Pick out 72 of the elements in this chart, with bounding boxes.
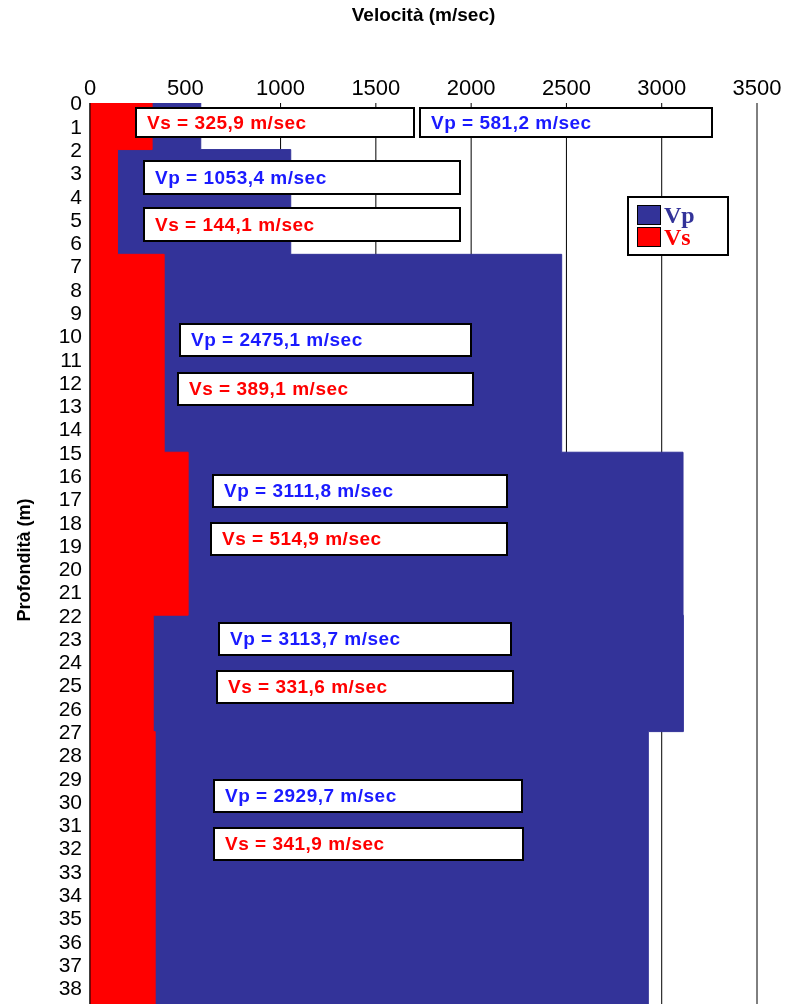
y-tick-label: 5: [70, 207, 82, 231]
y-tick-label: 30: [58, 789, 82, 813]
annotation: Vp = 1053,4 m/sec: [155, 166, 327, 189]
text-box: Vp = 3111,8 m/sec: [212, 474, 508, 508]
text-box: Vp = 2475,1 m/sec: [179, 323, 472, 357]
text-box: Vs = 389,1 m/sec: [177, 372, 474, 406]
annotation: Vs = 514,9 m/sec: [222, 528, 382, 550]
x-tick-label: 3000: [637, 75, 687, 100]
x-tick-label: 3500: [732, 75, 782, 100]
annotation: Vs = 341,9 m/sec: [225, 833, 385, 855]
y-tick-label: 1: [70, 114, 82, 138]
y-tick-label: 4: [70, 184, 83, 208]
y-tick-label: 34: [58, 883, 83, 907]
text-box: Vs = 144,1 m/sec: [143, 207, 461, 242]
y-tick-label: 36: [58, 929, 82, 953]
y-tick-label: 2: [70, 138, 82, 162]
x-axis-title: Velocità (m/sec): [351, 4, 496, 25]
y-tick-label: 11: [60, 347, 82, 371]
y-tick-label: 20: [58, 557, 82, 581]
x-tick-label: 500: [166, 75, 204, 100]
x-tick-label: 2500: [541, 75, 591, 100]
y-tick-label: 7: [70, 254, 82, 278]
annotation: Vp = 3111,8 m/sec: [224, 480, 394, 502]
y-tick-label: 17: [58, 487, 82, 511]
annotation: Vs = 389,1 m/sec: [189, 378, 349, 400]
y-tick-label: 8: [70, 277, 82, 301]
y-tick-label: 31: [58, 813, 82, 837]
text-box: Vs = 514,9 m/sec: [210, 522, 508, 556]
y-tick-label: 0: [70, 91, 82, 115]
x-tick-label: 1500: [351, 75, 401, 100]
text-box: Vs = 325,9 m/sec: [135, 107, 415, 138]
y-tick-label: 23: [58, 626, 82, 650]
y-tick-label: 28: [58, 743, 82, 767]
y-tick-label: 15: [58, 440, 82, 464]
text-box: Vp = 1053,4 m/sec: [143, 160, 461, 195]
y-tick-label: 13: [58, 394, 82, 418]
text-box: Vs = 341,9 m/sec: [213, 827, 524, 861]
annotation: Vp = 2929,7 m/sec: [225, 785, 397, 807]
x-tick-label: 2000: [446, 75, 496, 100]
annotation: Vp = 3113,7 m/sec: [230, 628, 401, 650]
y-tick-label: 26: [58, 696, 82, 720]
y-tick-label: 29: [58, 766, 82, 790]
annotation: Vp = 581,2 m/sec: [431, 111, 592, 134]
y-tick-label: 9: [70, 300, 82, 324]
y-tick-label: 10: [58, 324, 82, 348]
annotation: Vs = 331,6 m/sec: [228, 676, 388, 698]
y-tick-label: 22: [58, 603, 82, 627]
y-tick-label: 16: [58, 463, 82, 487]
annotation: Vp = 2475,1 m/sec: [191, 329, 363, 351]
x-tick-label: 1000: [256, 75, 306, 100]
y-tick-label: 24: [58, 650, 83, 674]
y-tick-label: 3: [70, 161, 82, 185]
y-tick-label: 38: [58, 976, 82, 1000]
annotation: Vs = 325,9 m/sec: [147, 111, 307, 134]
y-tick-label: 12: [58, 370, 82, 394]
y-tick-label: 33: [58, 859, 82, 883]
y-axis-title: Profondità (m): [13, 498, 34, 622]
y-tick-label: 27: [58, 720, 82, 744]
text-box: Vp = 581,2 m/sec: [419, 107, 713, 138]
y-tick-label: 6: [70, 231, 82, 255]
y-tick-label: 32: [58, 836, 82, 860]
y-tick-label: 14: [58, 417, 83, 441]
text-box: Vp = 3113,7 m/sec: [218, 622, 512, 656]
text-box: Vs = 331,6 m/sec: [216, 670, 514, 704]
y-tick-label: 18: [58, 510, 82, 534]
y-tick-label: 35: [58, 906, 82, 930]
y-tick-label: 25: [58, 673, 82, 697]
text-box: Vp = 2929,7 m/sec: [213, 779, 523, 813]
annotation: Vs = 144,1 m/sec: [155, 213, 315, 236]
y-tick-label: 19: [58, 533, 82, 557]
y-tick-label: 21: [58, 580, 82, 604]
y-tick-label: 37: [58, 952, 82, 976]
